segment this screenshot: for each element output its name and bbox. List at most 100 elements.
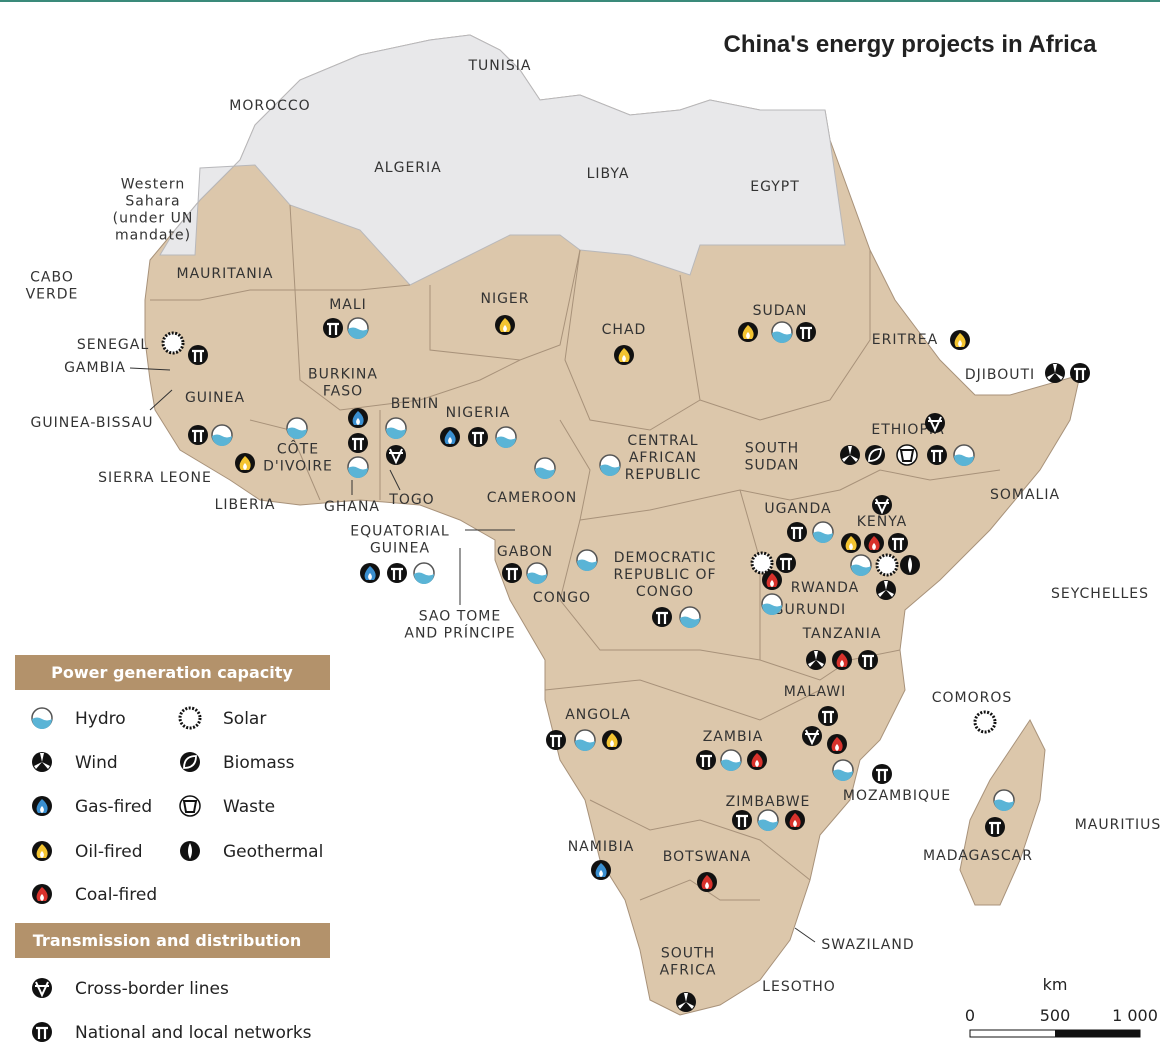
leader [149,389,173,411]
flame [742,325,754,339]
icon-bg [188,345,208,365]
label-line: EQUATORIAL [350,524,449,540]
pylon [506,567,518,580]
label-line: COMOROS [932,690,1013,706]
icon [599,454,621,476]
labels: TUNISIA MOROCCO ALGERIA LIBYA EGYPT Western Sa… [26,58,1160,995]
label-line: SUDAN [753,303,808,319]
icon [502,563,522,583]
flame-core [746,332,750,339]
water [414,572,434,584]
icon [900,555,920,575]
pylon [327,322,339,335]
label: NIGER [480,291,529,307]
icon [32,752,52,772]
leaf [183,755,197,769]
icon-bg [652,607,672,627]
label: GUINEA [185,390,245,406]
icon [738,322,758,342]
water [758,819,778,831]
icon-bg [818,706,838,726]
icon [1070,363,1090,383]
icon [178,706,202,730]
icons [161,315,1090,1012]
icon [676,992,696,1012]
blades [878,581,894,597]
label-line: D'IVOIRE [263,459,333,475]
label-line: MALAWI [784,684,847,700]
water [600,464,620,476]
pylon [192,349,204,362]
icon [386,445,406,465]
flame-core [793,820,797,827]
flame [701,875,713,889]
label-line: AND PRÍNCIPE [404,625,515,642]
icon [574,729,596,751]
label-line: MALI [329,297,367,313]
water [575,739,595,751]
flame [444,430,456,444]
label-line: NAMIBIA [568,839,635,855]
label: EQUATORIAL GUINEA [350,524,449,557]
icon-bg [188,425,208,445]
label-line: CONGO [533,590,591,606]
scale-bar: km 0 500 1 000 [965,975,1158,1038]
label: DEMOCRATIC REPUBLIC OF CONGO [613,550,716,600]
icon-bg [750,551,774,575]
flame [618,348,630,362]
icon [211,424,233,446]
legend-label: Coal-fired [75,885,157,905]
flame [751,753,763,767]
icon-bg [888,533,908,553]
label: GABON [497,544,553,560]
icon [776,553,796,573]
label-line: DEMOCRATIC [614,550,717,566]
label-line: SWAZILAND [821,937,914,953]
icon [757,809,779,831]
label: MAURITANIA [177,266,274,282]
flame-core [835,744,839,751]
label-line: TUNISIA [468,58,532,74]
label-line: SOMALIA [990,487,1060,503]
label: BENIN [391,396,440,412]
icon [534,457,556,479]
leader [389,469,401,491]
icon [614,345,634,365]
flame [239,456,251,470]
water [994,799,1014,811]
cross [928,416,942,433]
flame [954,333,966,347]
icon [31,707,53,729]
label-line: ZIMBABWE [726,794,811,810]
pylon [892,537,904,550]
icon [864,533,884,553]
label-line: CABO [30,270,74,286]
icon [652,607,672,627]
icon [858,650,878,670]
icon [323,318,343,338]
label: SENEGAL [77,337,149,353]
icon [785,810,805,830]
blades [1047,364,1063,380]
water [348,327,368,339]
icon [679,606,701,628]
label-line: RWANDA [791,580,859,596]
icon [602,730,622,750]
label: NAMIBIA [568,839,635,855]
flame-core [770,580,774,587]
label-line: AFRICAN [629,450,697,466]
flame [868,536,880,550]
label-line: GABON [497,544,553,560]
pylon [700,754,712,767]
flame [766,573,778,587]
legend-label: Waste [223,797,275,817]
border [559,419,1001,521]
label-line: SAO TOME [419,609,501,625]
label: SOMALIA [990,487,1060,503]
label: BURUNDI [774,602,846,618]
label-line: ALGERIA [374,160,442,176]
icon [413,562,435,584]
label-line: Sahara [125,194,180,210]
label: NIGERIA [446,405,511,421]
icon [850,554,872,576]
